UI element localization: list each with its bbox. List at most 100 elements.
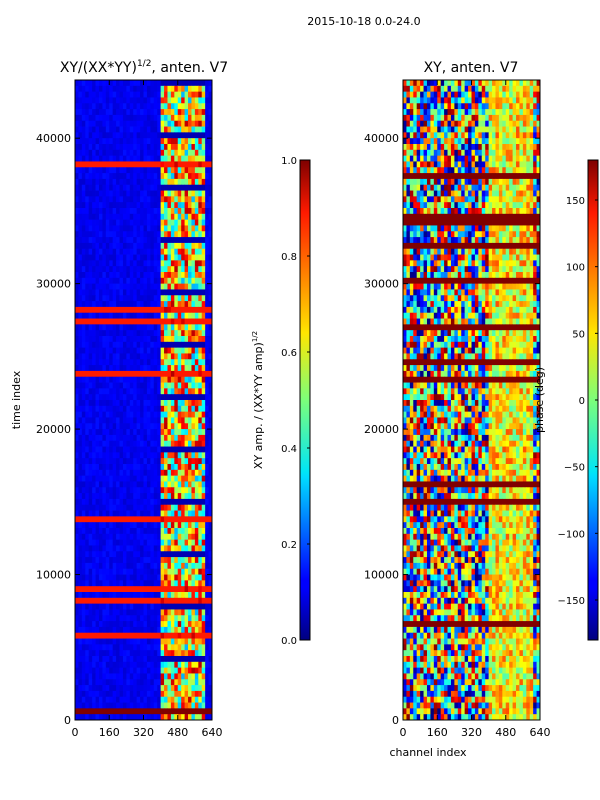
heatmap-cell [160, 557, 165, 564]
heatmap-cell [98, 289, 103, 296]
heatmap-cell [177, 458, 182, 465]
heatmap-cell [140, 353, 144, 360]
heatmap-cell [95, 696, 100, 703]
heatmap-cell [164, 557, 168, 564]
heatmap-cell [457, 80, 462, 87]
heatmap-cell [98, 667, 103, 674]
heatmap-cell [485, 144, 490, 151]
heatmap-cell [174, 266, 179, 273]
heatmap-cell [160, 568, 165, 575]
heatmap-cell [95, 626, 100, 634]
heatmap-cell [522, 85, 527, 93]
heatmap-cell [167, 132, 172, 139]
heatmap-cell [153, 673, 158, 680]
heatmap-cell [164, 417, 168, 424]
heatmap-cell [201, 178, 206, 186]
heatmap-cell [181, 341, 185, 349]
heatmap-cell [140, 370, 144, 378]
heatmap-cell [198, 702, 203, 709]
heatmap-cell [133, 638, 138, 645]
heatmap-cell [78, 336, 83, 343]
heatmap-cell [102, 528, 107, 535]
heatmap-cell [198, 714, 203, 720]
heatmap-cell [81, 190, 86, 197]
heatmap-cell [146, 603, 151, 610]
heatmap-cell [430, 144, 435, 151]
heatmap-cell [95, 615, 100, 622]
heatmap-cell [512, 144, 517, 151]
heatmap-cell [201, 621, 206, 628]
heatmap-cell [164, 574, 168, 581]
heatmap-cell [98, 650, 103, 657]
heatmap-cell [119, 592, 124, 599]
heatmap-cell [119, 528, 124, 535]
heatmap-cell [492, 144, 496, 151]
heatmap-cell [78, 603, 83, 610]
heatmap-cell [122, 394, 127, 401]
heatmap-cell [129, 336, 134, 343]
heatmap-cell [160, 632, 165, 639]
heatmap-cell [533, 85, 537, 93]
heatmap-cell [75, 382, 79, 389]
heatmap-cell [409, 103, 414, 110]
heatmap-cell [413, 126, 418, 133]
heatmap-cell [153, 516, 158, 523]
heatmap-cell [112, 446, 117, 453]
heatmap-cell [191, 237, 196, 244]
heatmap-cell [191, 493, 196, 500]
heatmap-cell [177, 120, 182, 127]
heatmap-cell [78, 120, 83, 127]
heatmap-cell [88, 167, 93, 174]
heatmap-cell [170, 493, 175, 500]
heatmap-cell [126, 400, 131, 407]
heatmap-cell [164, 149, 168, 157]
heatmap-cell [136, 167, 141, 174]
heatmap-cell [75, 225, 79, 232]
heatmap-cell [146, 516, 151, 523]
heatmap-cell [526, 109, 531, 116]
heatmap-cell [191, 347, 196, 354]
heatmap-cell [201, 545, 206, 552]
heatmap-cell [98, 213, 103, 221]
heatmap-cell [184, 103, 189, 110]
heatmap-cell [78, 219, 83, 226]
heatmap-cell [403, 138, 407, 145]
heatmap-cell [81, 120, 86, 127]
heatmap-cell [133, 167, 138, 174]
heatmap-cell [116, 446, 120, 453]
heatmap-cell [129, 458, 134, 465]
heatmap-cell [188, 685, 192, 692]
heatmap-cell [146, 336, 151, 343]
heatmap-cell [164, 394, 168, 401]
heatmap-cell [157, 592, 162, 599]
heatmap-cell [119, 621, 124, 628]
heatmap-cell [205, 365, 209, 372]
heatmap-cell [78, 586, 83, 593]
heatmap-cell [105, 231, 110, 238]
heatmap-cell [95, 301, 100, 308]
heatmap-cell [194, 434, 199, 442]
heatmap-cell [92, 533, 96, 541]
heatmap-cell [529, 126, 534, 133]
heatmap-cell [160, 359, 165, 366]
heatmap-cell [160, 516, 165, 523]
heatmap-cell [92, 149, 96, 157]
heatmap-cell [92, 469, 96, 477]
heatmap-cell [92, 266, 96, 273]
heatmap-cell [78, 440, 83, 447]
heatmap-cell [95, 452, 100, 459]
heatmap-cell [85, 638, 90, 645]
heatmap-cell [188, 638, 192, 645]
heatmap-cell [136, 458, 141, 465]
heatmap-cell [164, 370, 168, 378]
heatmap-cell [136, 219, 141, 226]
heatmap-cell [136, 138, 141, 145]
heatmap-cell [133, 464, 138, 471]
heatmap-cell [184, 702, 189, 709]
heatmap-cell [116, 196, 120, 203]
heatmap-cell [194, 231, 199, 238]
heatmap-cell [184, 539, 189, 546]
heatmap-cell [126, 487, 131, 494]
heatmap-cell [150, 708, 155, 715]
heatmap-cell [109, 190, 114, 197]
